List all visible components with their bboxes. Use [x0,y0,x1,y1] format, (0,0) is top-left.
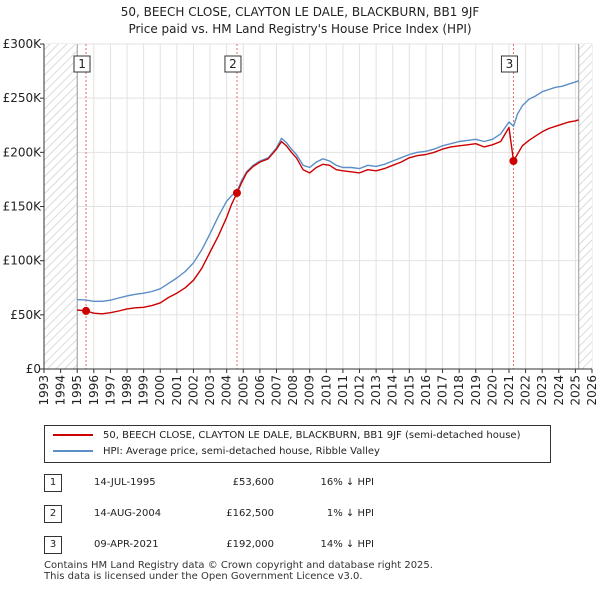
legend-property-label: 50, BEECH CLOSE, CLAYTON LE DALE, BLACKB… [103,430,521,441]
sale-hpi-2: 1% ↓ HPI [326,508,374,519]
sale-box-1 [73,55,91,73]
x-tick-label-1996: 1996 [87,375,101,406]
sale-price-2: £162,500 [226,508,274,519]
x-tick-label-2026: 2026 [585,375,599,406]
x-tick-label-1997: 1997 [103,375,117,406]
x-tick-label-2013: 2013 [369,375,383,406]
sale-badge-2: 2 [44,505,62,523]
sale-box-3 [500,55,518,73]
x-tick-label-2016: 2016 [419,375,433,406]
x-tick-label-2015: 2015 [402,375,416,406]
x-tick-label-2011: 2011 [336,375,350,406]
x-tick-label-2005: 2005 [236,375,250,406]
x-tick-label-2021: 2021 [502,375,516,406]
sale-price-3: £192,000 [226,539,274,550]
sale-point-1 [82,306,91,315]
y-tick-label-150000: £150K [3,200,43,214]
x-tick-label-2014: 2014 [386,375,400,406]
x-tick-label-2023: 2023 [535,375,549,406]
x-tick-label-2019: 2019 [469,375,483,406]
legend-item-property: 50, BEECH CLOSE, CLAYTON LE DALE, BLACKB… [53,429,520,443]
legend-property-swatch [53,434,93,436]
hpi-line [77,80,579,302]
y-tick-label-300000: £300K [3,37,43,51]
x-tick-label-2017: 2017 [436,375,450,406]
sale-date-3: 09-APR-2021 [94,539,159,550]
sale-hpi-1: 16% ↓ HPI [320,477,374,488]
x-tick-label-2008: 2008 [286,375,300,406]
sale-points [82,157,518,315]
legend-hpi-label: HPI: Average price, semi-detached house,… [103,446,380,457]
x-tick-label-2024: 2024 [552,375,566,406]
sale-price-1: £53,600 [232,477,274,488]
y-tick-label-100000: £100K [3,254,43,268]
chart-title: 50, BEECH CLOSE, CLAYTON LE DALE, BLACKB… [0,4,600,38]
sale-date-2: 14-AUG-2004 [94,508,162,519]
footer-line2: This data is licensed under the Open Gov… [44,571,363,582]
sale-box-2 [224,55,242,73]
chart-title-line1: 50, BEECH CLOSE, CLAYTON LE DALE, BLACKB… [120,5,480,19]
x-tick-label-2020: 2020 [485,375,499,406]
x-tick-label-2003: 2003 [203,375,217,406]
x-tick-label-2012: 2012 [353,375,367,406]
sale-point-3 [509,157,518,165]
series-lines [77,80,579,315]
x-tick-label-2018: 2018 [452,375,466,406]
x-tick-labels: 1993 1994 1995 1996 1997 1998 1999 2000 2001 2002… [37,375,599,406]
x-tick-label-2004: 2004 [220,375,234,406]
hatch-after-data [578,44,592,369]
sale-badge-1: 1 [44,474,62,492]
x-tick-label-2000: 2000 [153,375,167,406]
footer-line1: Contains HM Land Registry data © Crown c… [44,560,433,571]
x-tick-label-2006: 2006 [253,375,267,406]
x-tick-label-2002: 2002 [186,375,200,406]
chart-title-line2: Price paid vs. HM Land Registry's House … [128,22,472,36]
y-tick-label-200000: £200K [3,145,43,159]
x-tick-label-1994: 1994 [54,375,68,406]
x-tick-label-2022: 2022 [519,375,533,406]
sale-box-label-2: 2 [229,57,237,71]
sale-box-label-3: 3 [506,57,514,71]
footer: Contains HM Land Registry data © Crown c… [44,560,433,582]
axes [40,43,593,373]
sale-label-boxes: 1 2 3 [73,55,518,73]
hatch-before-data [44,44,78,369]
legend-hpi-swatch [53,450,93,452]
sale-box-label-1: 1 [78,57,86,71]
property-price-line [77,119,579,315]
x-tick-label-2009: 2009 [303,375,317,406]
sale-date-1: 14-JUL-1995 [94,477,156,488]
y-tick-label-0: £0 [26,362,41,376]
sale-badge-3: 3 [44,536,62,554]
legend-item-hpi: HPI: Average price, semi-detached house,… [53,445,380,459]
x-tick-label-2025: 2025 [568,375,582,406]
x-tick-label-1999: 1999 [137,375,151,406]
x-tick-label-2001: 2001 [170,375,184,406]
x-tick-label-1998: 1998 [120,375,134,406]
sale-hpi-3: 14% ↓ HPI [320,539,374,550]
legend: 50, BEECH CLOSE, CLAYTON LE DALE, BLACKB… [44,425,551,463]
hatched-no-data-regions [44,44,592,369]
y-tick-label-250000: £250K [3,91,43,105]
price-chart: 1 2 3 £0 £50K £100K £150K £200K £250K £300K 1993… [3,37,599,406]
x-tick-label-2010: 2010 [319,375,333,406]
x-tick-label-1993: 1993 [37,375,51,406]
x-tick-label-1995: 1995 [70,375,84,406]
y-tick-labels: £0 £50K £100K £150K £200K £250K £300K [3,37,43,376]
x-tick-label-2007: 2007 [269,375,283,406]
y-tick-label-50000: £50K [10,308,42,322]
sale-point-2 [232,188,241,197]
grid-lines [43,43,593,370]
